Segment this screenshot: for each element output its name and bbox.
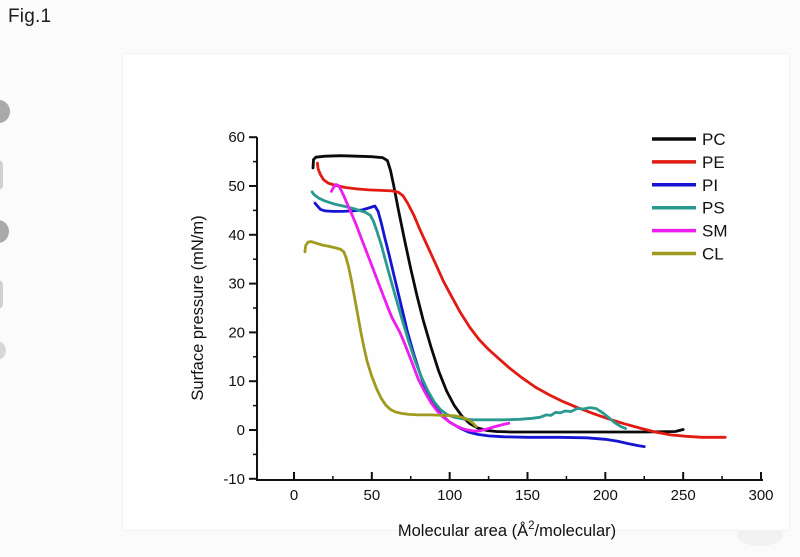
x-tick-label-250: 250 [671, 487, 696, 504]
y-tick-label-60: 60 [228, 129, 245, 146]
x-tick-label-150: 150 [515, 487, 540, 504]
series-curve-PE [316, 161, 727, 439]
left-edge-artifact [0, 160, 3, 190]
x-tick-label-200: 200 [593, 487, 618, 504]
series-curve-PI [313, 201, 646, 448]
y-tick-label-30: 30 [228, 276, 245, 293]
series-curve-PS [310, 190, 627, 430]
figure-panel [122, 53, 790, 531]
legend-label-CL: CL [702, 245, 724, 264]
legend-label-PE: PE [702, 153, 725, 172]
y-tick-label-40: 40 [228, 227, 245, 244]
legend-label-PC: PC [702, 130, 726, 149]
y-tick-label--10: -10 [223, 471, 245, 488]
x-axis-title: Molecular area (Å2/molecular) [398, 520, 616, 540]
axis-spines [256, 137, 763, 481]
left-edge-artifact [0, 341, 6, 360]
x-tick-label-50: 50 [363, 487, 380, 504]
legend-label-PS: PS [702, 199, 725, 218]
series-curve-CL [303, 240, 478, 428]
y-tick-label-50: 50 [228, 178, 245, 195]
x-tick-label-100: 100 [437, 487, 462, 504]
figure-caption: Fig.1 [8, 6, 52, 27]
left-edge-artifact [0, 280, 3, 309]
x-axis-title-prefix: Molecular area (Å [398, 521, 528, 540]
x-axis-title-suffix: /molecular) [535, 522, 617, 540]
left-edge-artifact [0, 220, 9, 243]
legend-label-SM: SM [702, 222, 728, 241]
y-tick-label-20: 20 [228, 324, 245, 341]
series-curve-PC [311, 154, 685, 434]
x-tick-label-0: 0 [290, 487, 298, 504]
y-axis-title: Surface pressure (mN/m) [189, 215, 207, 400]
x-axis-title-sup: 2 [528, 520, 534, 532]
left-edge-artifact [0, 100, 10, 123]
y-tick-label-10: 10 [228, 373, 245, 390]
series-curve-SM [330, 183, 511, 433]
x-tick-label-300: 300 [748, 487, 773, 504]
y-tick-label-0: 0 [237, 422, 245, 439]
legend-label-PI: PI [702, 176, 718, 195]
